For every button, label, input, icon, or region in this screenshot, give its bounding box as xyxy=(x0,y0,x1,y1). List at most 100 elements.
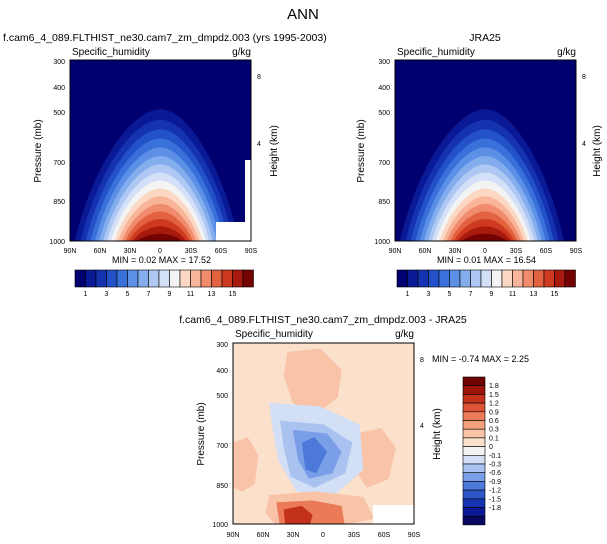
panel-diff-xtick-90n: 90N xyxy=(227,532,240,539)
obs-colorbar-swatch-13 xyxy=(533,269,545,288)
panel-model-ytick-500: 500 xyxy=(53,110,65,117)
model-colorbar-swatch-1 xyxy=(85,269,97,288)
diff-positive-upper xyxy=(283,348,342,416)
panel-model-xtick-90s: 90S xyxy=(245,248,258,255)
panel-model-ytick-850: 850 xyxy=(53,199,65,206)
panel-obs-xtick-60n: 60N xyxy=(419,248,432,255)
panel-diff-xtick-30n: 30N xyxy=(287,532,300,539)
model-colorbar-swatch-15 xyxy=(232,269,244,288)
panel-obs-frame xyxy=(394,59,577,242)
diff-colorbar-label-13: -1.5 xyxy=(489,496,501,503)
panel-diff-plot-area xyxy=(233,343,414,524)
panel-diff-ytick-400: 400 xyxy=(216,368,228,375)
obs-colorbar-label-1: 1 xyxy=(406,291,410,298)
diff-colorbar-swatch-3 xyxy=(462,402,486,413)
diff-colorbar-label-12: -1.2 xyxy=(489,488,501,495)
panel-diff-axes: 300 400 500 700 850 1000 90N 60N 30N 0 3… xyxy=(212,342,424,539)
diff-colorbar-label-6: 0.1 xyxy=(489,435,499,442)
model-colorbar-label-1: 1 xyxy=(84,291,88,298)
panel-model-units: g/kg xyxy=(232,47,251,58)
panel-model-ytick-300: 300 xyxy=(53,59,65,66)
obs-colorbar-swatch-7 xyxy=(470,269,482,288)
diff-colorbar-label-4: 0.6 xyxy=(489,418,499,425)
diff-colorbar-swatch-0 xyxy=(462,376,486,386)
panel-obs-xtick-0: 0 xyxy=(483,248,487,255)
panel-diff-field-label: Specific_humidity xyxy=(235,329,313,340)
panel-obs-ytick-850: 850 xyxy=(378,199,390,206)
panel-obs-xtick-90n: 90N xyxy=(389,248,402,255)
obs-colorbar-swatch-16 xyxy=(564,269,576,288)
panel-obs-colorbar: 1 3 5 7 9 11 13 15 xyxy=(396,269,576,298)
diff-colorbar-swatch-12 xyxy=(462,481,486,491)
panel-diff-stats: MIN = -0.74 MAX = 2.25 xyxy=(432,354,529,364)
panel-obs-field-label: Specific_humidity xyxy=(397,47,475,58)
panel-obs-ylabel-right: Height (km) xyxy=(592,125,603,177)
model-colorbar-label-11: 11 xyxy=(187,291,194,298)
diff-colorbar-swatch-2 xyxy=(462,394,486,404)
panel-model-ytick-1000: 1000 xyxy=(49,239,65,246)
model-colorbar-swatch-16 xyxy=(242,269,254,288)
panel-model-colorbar: 1 3 5 7 9 11 13 15 xyxy=(74,269,254,298)
diff-colorbar-swatch-14 xyxy=(462,498,486,508)
panel-diff-xtick-60s: 60S xyxy=(378,532,391,539)
panel-obs-stats: MIN = 0.01 MAX = 16.54 xyxy=(437,255,536,265)
obs-colorbar-label-7: 7 xyxy=(469,291,473,298)
obs-colorbar-label-5: 5 xyxy=(448,291,452,298)
model-colorbar-label-5: 5 xyxy=(126,291,130,298)
diff-colorbar-swatch-1 xyxy=(462,385,486,395)
diff-colorbar-swatch-5 xyxy=(462,420,486,430)
panel-diff-ytick-300: 300 xyxy=(216,342,228,349)
diff-positive-surface-core xyxy=(283,505,313,524)
diff-colorbar-swatch-15 xyxy=(462,507,486,517)
model-colorbar-swatch-10 xyxy=(179,269,191,288)
diff-colorbar-swatch-4 xyxy=(462,411,486,421)
panel-model-plot-area xyxy=(70,60,251,241)
panel-model: f.cam6_4_089.FLTHIST_ne30.cam7_zm_dmpdz.… xyxy=(3,32,327,298)
diff-colorbar-label-9: -0.3 xyxy=(489,462,501,469)
model-colorbar-label-13: 13 xyxy=(208,291,216,298)
panel-diff-ytick-1000: 1000 xyxy=(212,522,228,529)
diff-colorbar-label-7: 0 xyxy=(489,444,493,451)
panel-model-ylabel-right: Height (km) xyxy=(269,125,280,177)
diff-colorbar-label-0: 1.8 xyxy=(489,383,499,390)
obs-colorbar-swatch-5 xyxy=(449,269,461,288)
panel-diff-ytick-500: 500 xyxy=(216,393,228,400)
obs-colorbar-swatch-2 xyxy=(417,269,429,288)
panel-diff-missing-region xyxy=(373,505,414,524)
panel-obs-ytick-500: 500 xyxy=(378,110,390,117)
obs-colorbar-label-13: 13 xyxy=(530,291,538,298)
panel-model-frame xyxy=(69,59,252,242)
panel-model-missing-region xyxy=(216,222,251,241)
model-colorbar-swatch-5 xyxy=(127,269,139,288)
panel-obs-contours xyxy=(395,60,576,241)
panel-obs-xtick-30n: 30N xyxy=(449,248,462,255)
panel-model-ytick-700: 700 xyxy=(53,160,65,167)
panel-model-xtick-30n: 30N xyxy=(124,248,137,255)
model-colorbar-label-7: 7 xyxy=(147,291,151,298)
panel-model-axes: 300 400 500 700 850 1000 90N 60N 30N 0 3… xyxy=(49,59,261,255)
diff-colorbar-swatch-13 xyxy=(462,489,486,500)
obs-colorbar-swatch-6 xyxy=(459,269,471,288)
obs-colorbar-swatch-0 xyxy=(396,269,408,288)
panel-obs-xtick-30s: 30S xyxy=(510,248,523,255)
obs-level-band-16 xyxy=(461,233,508,241)
panel-model-field-label: Specific_humidity xyxy=(72,47,150,58)
obs-colorbar-swatch-3 xyxy=(428,269,440,288)
panel-model-ylabel: Pressure (mb) xyxy=(33,119,44,182)
diff-colorbar-swatch-11 xyxy=(462,472,486,482)
diff-colorbar-label-2: 1.2 xyxy=(489,401,499,408)
model-level-band-16 xyxy=(136,233,183,241)
obs-colorbar-swatch-14 xyxy=(543,269,555,288)
diff-colorbar-label-3: 0.9 xyxy=(489,409,499,416)
model-colorbar-swatch-11 xyxy=(190,269,202,288)
model-colorbar-swatch-4 xyxy=(116,269,128,288)
diff-positive-right xyxy=(352,428,396,488)
panel-diff-ytick-700: 700 xyxy=(216,443,228,450)
diff-colorbar-swatch-7 xyxy=(462,437,486,447)
obs-colorbar-swatch-8 xyxy=(480,269,492,288)
model-colorbar-swatch-14 xyxy=(221,269,233,288)
model-colorbar-label-15: 15 xyxy=(229,291,237,298)
panel-obs-plot-area xyxy=(395,60,576,241)
obs-colorbar-label-3: 3 xyxy=(427,291,431,298)
panel-model-xtick-60n: 60N xyxy=(94,248,107,255)
